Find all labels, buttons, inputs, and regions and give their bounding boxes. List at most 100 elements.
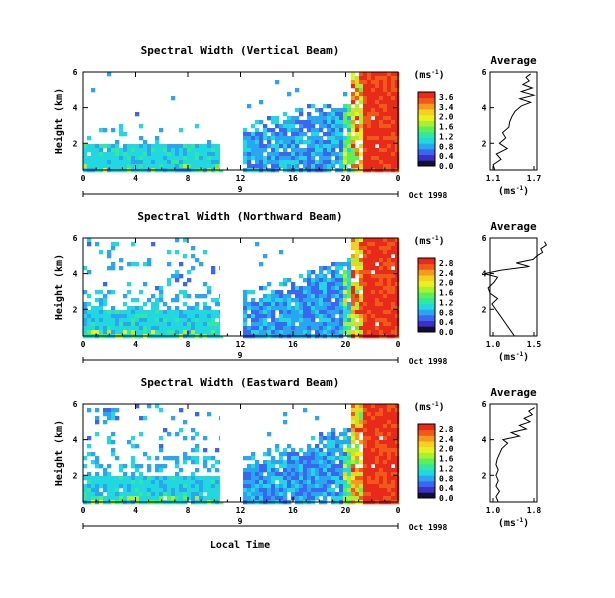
colorbar-swatch	[418, 492, 435, 499]
colorbar: 3.63.42.01.61.20.80.40.0	[417, 91, 454, 171]
colorbar-swatch	[418, 269, 435, 276]
colorbar-swatch	[418, 320, 435, 327]
heatmap-cells	[83, 404, 400, 505]
xtick-label: 16	[288, 174, 298, 183]
ytick-label: 6	[73, 234, 78, 243]
colorbar-unit: (ms-1)	[413, 69, 444, 81]
avg-ytick-label: 2	[482, 305, 487, 314]
xtick-label: 4	[133, 506, 138, 515]
colorbar-swatch	[418, 103, 435, 110]
avg-xtick-label: 1.0	[486, 506, 501, 515]
colorbar-tick-label: 0.0	[439, 494, 454, 503]
colorbar-tick-label: 2.8	[439, 259, 454, 268]
colorbar-tick-label: 2.0	[439, 445, 454, 454]
ylabel: Height (km)	[53, 254, 65, 320]
colorbar-swatch	[418, 441, 435, 448]
date-label: Oct 1998	[409, 357, 448, 366]
ytick-label: 2	[73, 471, 78, 480]
avg-xtick-label: 1.0	[486, 340, 501, 349]
ytick-label: 6	[73, 400, 78, 409]
colorbar-swatch	[418, 326, 435, 333]
colorbar-swatch	[418, 126, 435, 133]
colorbar-swatch	[418, 452, 435, 459]
colorbar-swatch	[418, 109, 435, 116]
avg-xtick-label: 1.7	[527, 174, 542, 183]
xlabel: Local Time	[210, 539, 270, 551]
xtick-label: 0	[396, 506, 401, 515]
colorbar-tick-label: 0.4	[439, 152, 454, 161]
date-label: Oct 1998	[409, 523, 448, 532]
day-marker: 9	[238, 351, 243, 360]
xtick-label: 0	[81, 174, 86, 183]
colorbar: 2.82.42.01.61.20.80.40.0	[417, 423, 454, 503]
avg-xtick-label: 1.8	[527, 506, 542, 515]
ytick-label: 2	[73, 139, 78, 148]
colorbar-tick-label: 0.4	[439, 484, 454, 493]
colorbar-swatch	[418, 463, 435, 470]
colorbar-swatch	[418, 280, 435, 287]
xtick-label: 4	[133, 340, 138, 349]
colorbar-tick-label: 0.8	[439, 142, 454, 151]
avg-xtick-label: 1.1	[486, 174, 501, 183]
ylabel: Height (km)	[53, 88, 65, 154]
xtick-label: 0	[81, 506, 86, 515]
colorbar-tick-label: 1.6	[439, 455, 454, 464]
avg-ytick-label: 4	[482, 104, 487, 113]
xtick-label: 16	[288, 340, 298, 349]
average-frame	[489, 71, 538, 171]
average-unit: (ms-1)	[498, 351, 529, 363]
colorbar-tick-label: 0.0	[439, 328, 454, 337]
colorbar-swatch	[418, 429, 435, 436]
date-label: Oct 1998	[409, 191, 448, 200]
average-profile-line	[492, 73, 536, 171]
xtick-label: 16	[288, 506, 298, 515]
colorbar-swatch	[418, 114, 435, 121]
colorbar-tick-label: 1.6	[439, 289, 454, 298]
colorbar-tick-label: 0.8	[439, 474, 454, 483]
colorbar-swatch	[418, 160, 435, 167]
colorbar-frame	[417, 91, 436, 167]
average-title: Average	[490, 54, 537, 67]
colorbar-tick-label: 3.6	[439, 93, 454, 102]
colorbar-swatch	[418, 480, 435, 488]
avg-ytick-label: 4	[482, 270, 487, 279]
avg-ytick-label: 4	[482, 436, 487, 445]
colorbar-tick-label: 2.4	[439, 269, 454, 278]
panel-title: Spectral Width (Northward Beam)	[137, 210, 342, 223]
average-frame	[489, 403, 538, 503]
day-marker: 9	[238, 185, 243, 194]
colorbar-frame	[417, 423, 436, 499]
colorbar-swatch	[418, 297, 435, 304]
average-title: Average	[490, 386, 537, 399]
xtick-label: 20	[341, 340, 351, 349]
xtick-label: 20	[341, 506, 351, 515]
colorbar-tick-label: 2.4	[439, 435, 454, 444]
colorbar-swatch	[418, 143, 435, 150]
colorbar-tick-label: 0.4	[439, 318, 454, 327]
xtick-label: 8	[186, 506, 191, 515]
avg-ytick-label: 2	[482, 471, 487, 480]
ylabel: Height (km)	[53, 420, 65, 486]
colorbar-tick-label: 0.0	[439, 162, 454, 171]
xtick-label: 20	[341, 174, 351, 183]
xtick-label: 12	[236, 174, 246, 183]
colorbar-tick-label: 2.8	[439, 425, 454, 434]
ytick-label: 6	[73, 68, 78, 77]
heatmap-cells	[83, 238, 400, 339]
avg-ytick-label: 6	[482, 68, 487, 77]
colorbar-swatch	[418, 258, 435, 265]
colorbar-swatch	[418, 435, 435, 442]
colorbar-tick-label: 3.4	[439, 103, 454, 112]
colorbar-tick-label: 1.2	[439, 132, 454, 141]
average-unit: (ms-1)	[498, 185, 529, 197]
colorbar-tick-label: 1.6	[439, 123, 454, 132]
day-marker: 9	[238, 517, 243, 526]
average-title: Average	[490, 220, 537, 233]
colorbar-swatch	[418, 275, 435, 282]
colorbar-swatch	[418, 263, 435, 270]
